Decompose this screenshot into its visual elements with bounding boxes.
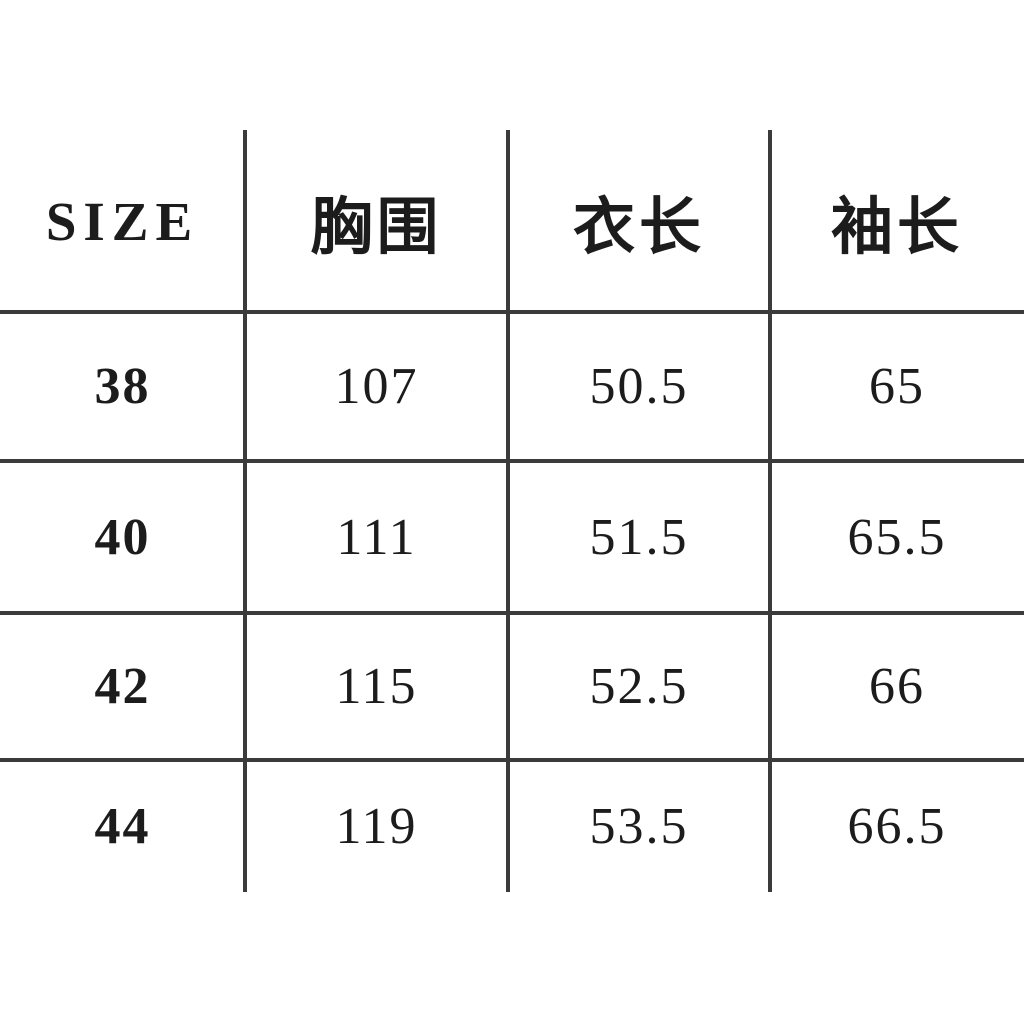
table-cells: SIZE 胸围 衣长 袖长 38 107 50.5 65 40 111 51.5… bbox=[0, 130, 1024, 892]
row-40-sleeve-length: 65.5 bbox=[847, 508, 947, 566]
row-42-chest: 115 bbox=[335, 658, 418, 715]
row-44-sleeve-length: 66.5 bbox=[847, 797, 947, 855]
row-40-garment-length: 51.5 bbox=[589, 508, 689, 566]
row-divider-4 bbox=[0, 758, 1024, 762]
header-garment-length: 衣长 bbox=[572, 194, 705, 262]
row-38-chest: 107 bbox=[334, 358, 419, 415]
header-size: SIZE bbox=[45, 190, 200, 252]
size-chart-table: SIZE 胸围 衣长 袖长 38 107 50.5 65 40 111 51.5… bbox=[0, 130, 1024, 892]
row-40-size: 40 bbox=[94, 508, 151, 566]
header-sleeve-length: 袖长 bbox=[830, 194, 963, 262]
row-divider-1 bbox=[0, 310, 1024, 314]
row-42-size: 42 bbox=[94, 658, 151, 715]
row-38-size: 38 bbox=[94, 358, 151, 415]
column-divider-1 bbox=[243, 130, 247, 892]
column-divider-2 bbox=[506, 130, 510, 892]
row-40-chest: 111 bbox=[336, 508, 417, 566]
row-44-chest: 119 bbox=[335, 797, 418, 855]
row-divider-2 bbox=[0, 459, 1024, 463]
row-44-garment-length: 53.5 bbox=[589, 797, 689, 855]
row-42-sleeve-length: 66 bbox=[869, 658, 925, 715]
row-44-size: 44 bbox=[94, 797, 151, 855]
row-38-sleeve-length: 65 bbox=[869, 358, 925, 415]
column-divider-3 bbox=[768, 130, 772, 892]
row-38-garment-length: 50.5 bbox=[589, 358, 689, 415]
row-42-garment-length: 52.5 bbox=[589, 658, 689, 715]
row-divider-3 bbox=[0, 611, 1024, 615]
header-chest: 胸围 bbox=[310, 194, 443, 262]
